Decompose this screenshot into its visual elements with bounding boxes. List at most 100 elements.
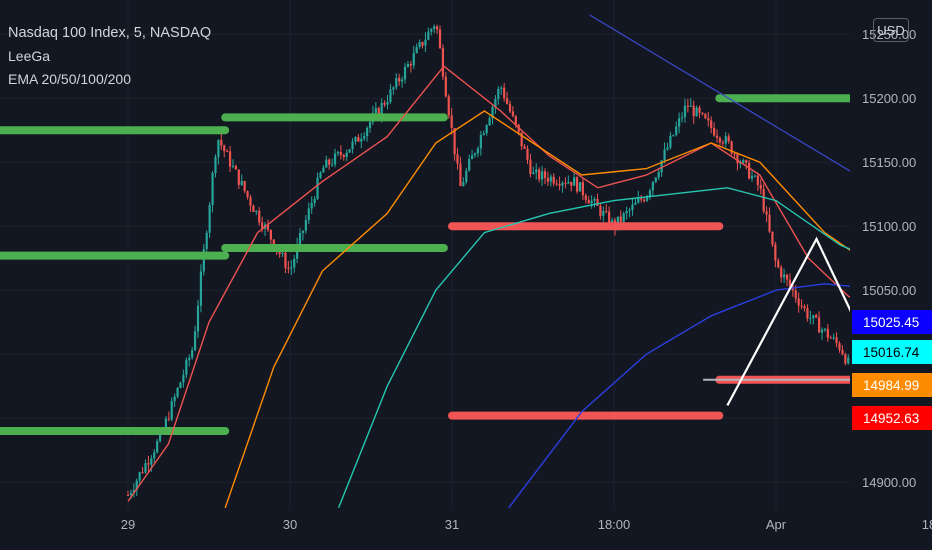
candle-body (762, 189, 765, 212)
candle-body (593, 198, 596, 201)
candle-body (739, 162, 742, 164)
candle-body (386, 102, 389, 105)
candle-body (156, 440, 159, 453)
candle-body (788, 279, 792, 287)
price-label-bg (852, 310, 932, 334)
price-tick-label: 14900.00 (862, 475, 916, 490)
candle-body (564, 182, 567, 184)
candle-body (290, 267, 293, 269)
candle-body (771, 231, 774, 245)
time-tick-label: 18:00 (598, 517, 631, 532)
candle-body (823, 328, 827, 330)
candle-body (505, 98, 509, 104)
candle-body (689, 105, 692, 107)
candle-body (488, 118, 491, 126)
indicator-leega[interactable]: LeeGa (8, 48, 51, 64)
candle-body (392, 87, 395, 90)
candle-body (698, 107, 701, 113)
candle-body (377, 108, 380, 116)
candle-body (470, 155, 474, 160)
candle-body (307, 208, 310, 221)
candle-body (322, 167, 325, 173)
time-tick-label: 18:00 (922, 517, 932, 532)
candle-body (570, 181, 573, 186)
time-tick-label: 29 (121, 517, 135, 532)
candle-body (144, 463, 147, 473)
candle-body (199, 271, 202, 306)
candle-body (549, 176, 552, 182)
candle-body (401, 79, 404, 82)
candle-body (750, 176, 754, 179)
candle-body (765, 211, 768, 215)
candle-body (777, 260, 780, 268)
candle-body (835, 337, 838, 344)
candle-body (316, 177, 319, 199)
candle-body (666, 147, 669, 150)
candle-body (500, 87, 503, 89)
candle-body (409, 64, 412, 66)
candle-body (520, 132, 523, 147)
indicator-ema[interactable]: EMA 20/50/100/200 (8, 71, 131, 87)
candle-body (468, 159, 471, 171)
candles (126, 24, 932, 500)
candle-body (284, 252, 287, 268)
candle-body (447, 96, 450, 116)
candle-body (412, 52, 415, 66)
candle-body (724, 136, 727, 144)
candle-body (208, 205, 211, 233)
candle-body (313, 198, 316, 204)
candle-body (406, 64, 410, 67)
candle-body (141, 472, 144, 474)
candle-body (672, 134, 675, 136)
time-axis[interactable]: 29 30 31 18:00 Apr 18:00 (0, 510, 932, 550)
candle-body (748, 162, 751, 179)
candle-body (138, 472, 141, 481)
candle-body (214, 156, 217, 173)
candle-body (625, 211, 628, 214)
time-axis-bg (0, 510, 932, 550)
candle-body (360, 138, 363, 142)
candle-body (456, 154, 459, 164)
candle-body (555, 183, 558, 185)
time-tick-label: Apr (766, 517, 787, 532)
candle-body (441, 48, 445, 77)
candle-body (710, 120, 713, 129)
candle-body (398, 77, 401, 82)
currency-button[interactable]: USD (873, 18, 909, 42)
candle-body (298, 232, 302, 245)
candle-body (742, 160, 745, 163)
ema-line (508, 283, 932, 509)
candle-body (476, 148, 480, 154)
candle-body (628, 210, 631, 212)
candle-body (503, 87, 506, 99)
candle-body (526, 148, 529, 160)
price-label: 14984.99 (863, 378, 919, 393)
price-axis[interactable]: 14900.0014950.0015000.0015050.0015100.00… (850, 0, 932, 550)
candle-body (430, 29, 433, 32)
symbol-title[interactable]: Nasdaq 100 Index, 5, NASDAQ (8, 25, 212, 41)
candle-body (202, 248, 205, 272)
candle-body (374, 108, 377, 113)
candle-body (680, 117, 684, 119)
candle-body (552, 176, 555, 184)
candle-body (651, 181, 654, 191)
candle-body (435, 26, 439, 30)
price-label-bg (852, 406, 932, 430)
candle-body (785, 274, 789, 280)
candle-body (692, 105, 695, 117)
candle-body (240, 181, 243, 185)
candle-body (797, 298, 800, 306)
price-label: 15016.74 (863, 345, 920, 360)
candle-body (817, 317, 821, 333)
candle-body (820, 329, 824, 333)
candle-body (745, 160, 748, 163)
candle-body (167, 418, 170, 420)
candle-body (540, 171, 544, 180)
candle-body (226, 151, 229, 153)
candle-body (465, 170, 468, 183)
candle-body (173, 396, 176, 402)
candle-body (538, 169, 541, 180)
candle-body (686, 105, 689, 107)
